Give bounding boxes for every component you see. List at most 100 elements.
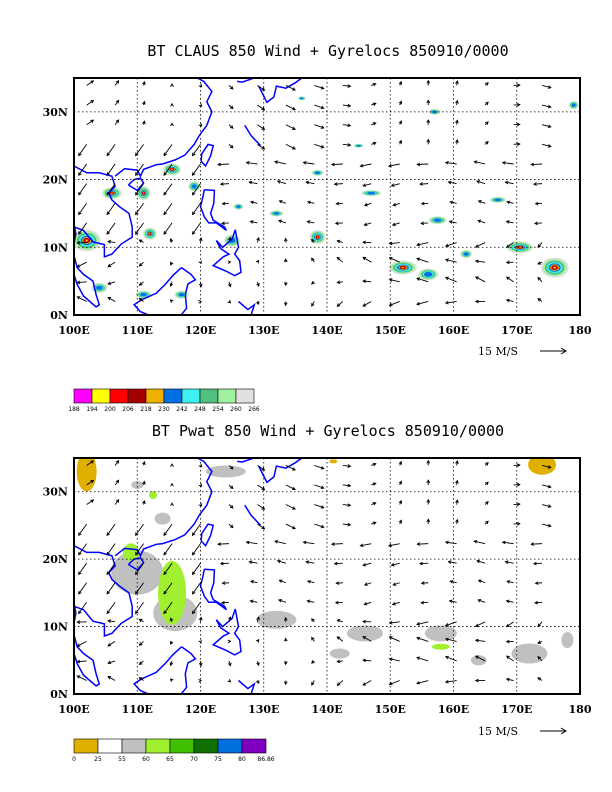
x-tick-label: 140E: [311, 324, 342, 337]
wind-vector: [228, 124, 234, 129]
wind-vector: [455, 99, 459, 106]
wind-vector: [537, 656, 543, 662]
wind-vector: [388, 301, 400, 307]
x-tick-label: 160E: [438, 324, 469, 337]
legend-label: 230: [158, 406, 170, 413]
wind-vector: [444, 655, 457, 662]
wind-vector: [198, 616, 203, 622]
cloud-cell: [463, 252, 469, 256]
wind-vector: [336, 256, 344, 263]
x-tick-label: 120E: [185, 324, 216, 337]
wind-vector: [333, 182, 343, 186]
wind-vector: [444, 300, 457, 305]
wind-vector: [135, 183, 144, 196]
wind-vector: [138, 677, 144, 681]
wind-vector: [170, 122, 174, 127]
wind-vector: [359, 163, 372, 168]
legend-swatch: [163, 388, 183, 404]
wind-vector: [362, 279, 372, 284]
wind-vector: [78, 183, 88, 196]
pwat-area: [329, 648, 350, 659]
wind-vector: [416, 656, 429, 662]
legend-swatch: [241, 738, 267, 754]
wind-vector: [198, 483, 203, 487]
wind-vector: [449, 579, 457, 584]
wind-vector: [416, 680, 429, 685]
cloud-cell: [273, 212, 280, 215]
wind-vector: [314, 504, 325, 509]
wind-vector: [228, 523, 234, 529]
wind-vector: [170, 83, 174, 88]
wind-vector: [534, 221, 543, 226]
wind-vector: [142, 480, 146, 486]
wind-vector: [227, 236, 232, 243]
wind-vector: [107, 641, 116, 647]
wind-vector: [333, 561, 343, 566]
wind-vector: [314, 104, 325, 110]
wind-vector: [257, 124, 266, 130]
wind-vector: [398, 139, 403, 145]
wind-vector: [285, 143, 296, 150]
wind-vector: [473, 160, 486, 165]
wind-vector: [142, 80, 146, 86]
wind-vector: [541, 504, 552, 508]
y-tick-label: 0N: [50, 688, 68, 701]
coastline: [244, 125, 262, 147]
wind-vector: [163, 203, 173, 216]
wind-vector: [388, 163, 400, 168]
pwat-area: [256, 610, 297, 629]
wind-vector: [426, 498, 431, 505]
wind-vector: [142, 120, 146, 125]
cloud-cell: [433, 218, 442, 222]
wind-vector: [444, 679, 457, 684]
wind-vector: [249, 599, 258, 604]
wind-vector: [477, 199, 486, 204]
wind-vector: [283, 660, 288, 666]
wind-vector: [227, 639, 232, 644]
wind-vector: [534, 201, 543, 206]
wind-vector: [306, 579, 315, 584]
legend-label: 200: [104, 406, 116, 413]
pwat-area: [561, 632, 574, 649]
wind-vector: [444, 637, 457, 642]
wind-vector: [76, 241, 87, 245]
wind-vector: [191, 523, 201, 537]
wind-vector: [198, 237, 203, 243]
wind-vector: [106, 183, 116, 196]
panel2-reference-arrowhead: [560, 727, 567, 735]
wind-vector: [362, 658, 372, 663]
wind-vector: [398, 519, 403, 525]
y-tick-label: 20N: [43, 174, 68, 187]
panel1-title: BT CLAUS 850 Wind + Gyrelocs 850910/0000: [147, 42, 508, 60]
wind-vector: [106, 203, 116, 216]
wind-vector: [107, 676, 116, 681]
wind-vector: [444, 242, 457, 248]
wind-vector: [416, 257, 429, 263]
x-tick-label: 170E: [501, 324, 532, 337]
wind-vector: [170, 641, 174, 645]
wind-vector: [388, 278, 400, 283]
wind-vector: [363, 601, 372, 606]
wind-vector: [416, 301, 429, 306]
wind-vector: [274, 539, 286, 545]
wind-vector: [249, 220, 258, 224]
wind-vector: [371, 521, 377, 525]
wind-vector: [78, 602, 88, 615]
wind-vector: [285, 104, 296, 111]
panel2-coastlines: [74, 458, 303, 694]
wind-vector: [198, 299, 203, 304]
wind-vector: [455, 119, 459, 125]
wind-vector: [170, 482, 174, 487]
wind-vector: [302, 160, 315, 165]
wind-vector: [311, 680, 315, 686]
wind-vector: [420, 600, 429, 605]
panel1-reference-vector: 15 M/S: [478, 345, 567, 358]
wind-vector: [107, 261, 116, 268]
wind-vector: [391, 601, 400, 606]
wind-vector: [474, 638, 486, 643]
wind-vector: [220, 600, 229, 605]
legend-label: 188: [68, 406, 80, 413]
pwat-area: [329, 459, 338, 464]
x-tick-label: 150E: [375, 324, 406, 337]
wind-vector: [163, 163, 173, 176]
